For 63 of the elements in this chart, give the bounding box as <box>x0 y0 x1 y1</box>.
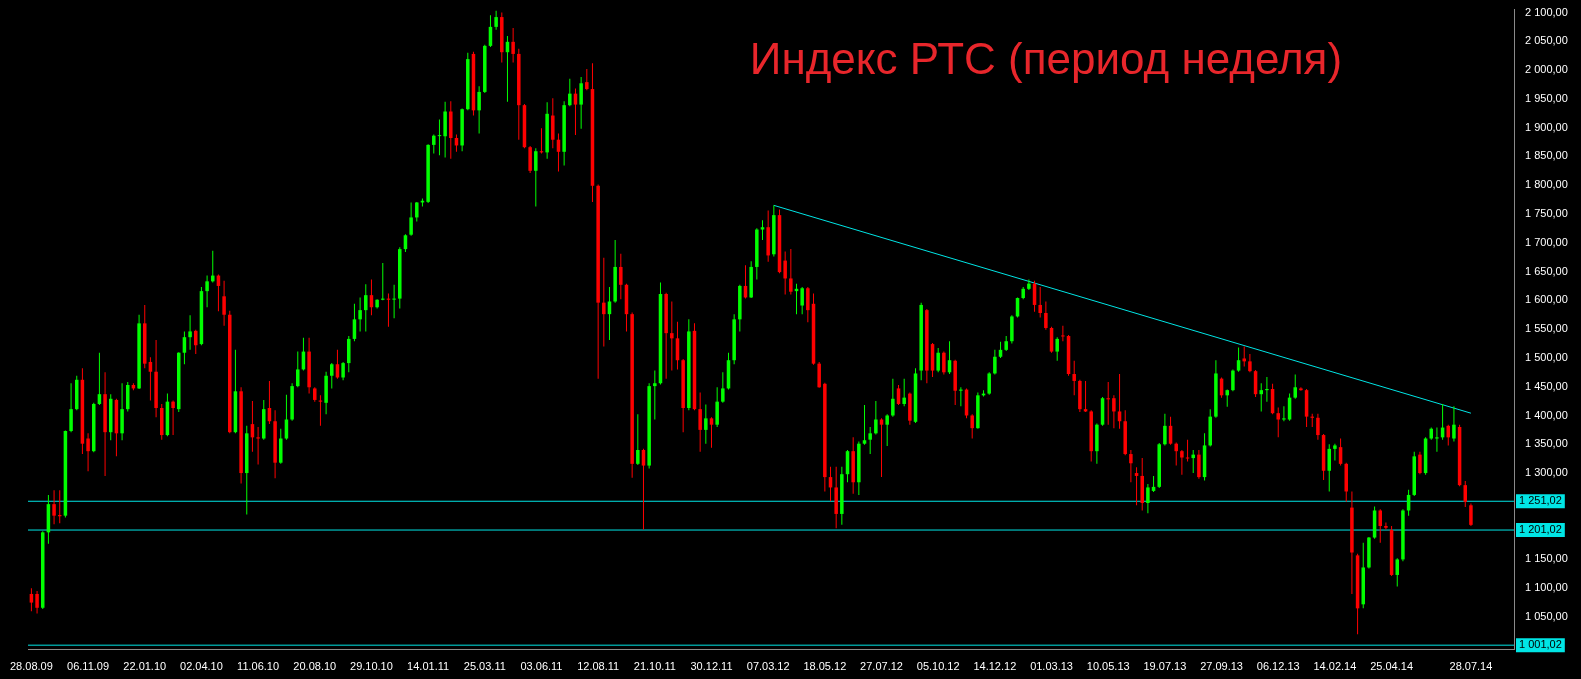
x-tick-label: 14.01.11 <box>407 660 450 673</box>
y-tick-label: 1 500,00 <box>1525 350 1568 363</box>
y-tick-label: 1 950,00 <box>1525 91 1568 104</box>
candlestick <box>392 284 396 319</box>
x-tick-label: 21.10.11 <box>633 660 676 673</box>
candlestick <box>959 387 963 407</box>
y-tick-label: 1 400,00 <box>1525 408 1568 421</box>
x-tick-label: 06.11.09 <box>67 660 110 673</box>
candlestick <box>381 262 385 301</box>
x-tick-label: 27.07.12 <box>860 660 903 673</box>
y-tick-label: 1 150,00 <box>1525 552 1568 565</box>
x-tick-label: 02.04.10 <box>180 660 223 673</box>
y-tick-label: 2 050,00 <box>1525 34 1568 47</box>
x-tick-label: 19.07.13 <box>1143 660 1187 673</box>
y-tick-label: 1 900,00 <box>1525 120 1568 133</box>
candlestick <box>1435 427 1439 452</box>
y-tick-label: 1 450,00 <box>1525 379 1568 392</box>
candlestick <box>1310 413 1314 427</box>
candlestick <box>862 405 867 445</box>
y-tick-label: 1 800,00 <box>1525 178 1568 191</box>
y-tick-label: 2 100,00 <box>1525 5 1568 18</box>
x-tick-label: 27.09.13 <box>1200 660 1243 673</box>
x-tick-label: 20.08.10 <box>293 660 337 673</box>
candlestick <box>653 370 657 420</box>
ref-line-label: 1 201,02 <box>1519 523 1562 536</box>
x-tick-label: 03.06.11 <box>520 660 563 673</box>
x-tick-label: 30.12.11 <box>690 660 733 673</box>
candlestick <box>1265 376 1269 402</box>
x-tick-label: 07.03.12 <box>746 660 790 673</box>
ref-line-label: 1 001,02 <box>1519 638 1562 651</box>
x-tick-label: 06.12.13 <box>1256 660 1300 673</box>
ref-line-label: 1 251,02 <box>1519 494 1562 507</box>
y-tick-label: 1 650,00 <box>1525 264 1568 277</box>
candlestick <box>1134 467 1139 506</box>
x-tick-label: 05.10.12 <box>916 660 960 673</box>
x-tick-label: 14.12.12 <box>973 660 1017 673</box>
y-tick-label: 1 700,00 <box>1525 235 1568 248</box>
y-tick-label: 1 100,00 <box>1525 581 1568 594</box>
x-tick-label: 11.06.10 <box>237 660 280 673</box>
candlestick <box>256 427 260 465</box>
text: Индекс РТС (период неделя) <box>749 34 1343 84</box>
x-tick-label: 25.03.11 <box>463 660 506 673</box>
candlestick <box>1242 346 1246 367</box>
x-tick-label: 14.02.14 <box>1313 660 1357 673</box>
candlestick <box>670 301 674 371</box>
y-tick-label: 1 550,00 <box>1525 322 1568 335</box>
y-tick-label: 1 300,00 <box>1525 466 1568 479</box>
x-tick-label: 25.04.14 <box>1370 660 1413 673</box>
x-tick-label: 28.07.14 <box>1449 660 1493 673</box>
y-tick-label: 2 000,00 <box>1525 63 1568 76</box>
y-tick-label: 1 850,00 <box>1525 149 1568 162</box>
x-tick-label: 28.08.09 <box>9 660 53 673</box>
candlestick <box>1106 382 1110 425</box>
x-tick-label: 12.08.11 <box>577 660 620 673</box>
x-tick-label: 22.01.10 <box>123 660 167 673</box>
y-tick-label: 1 750,00 <box>1525 207 1568 220</box>
x-tick-label: 29.10.10 <box>350 660 393 673</box>
x-tick-label: 01.03.13 <box>1030 660 1073 673</box>
y-tick-label: 1 350,00 <box>1525 437 1568 450</box>
x-tick-label: 18.05.12 <box>803 660 847 673</box>
y-tick-label: 1 050,00 <box>1525 610 1568 623</box>
x-tick-label: 10.05.13 <box>1086 660 1130 673</box>
y-tick-label: 1 600,00 <box>1525 293 1568 306</box>
